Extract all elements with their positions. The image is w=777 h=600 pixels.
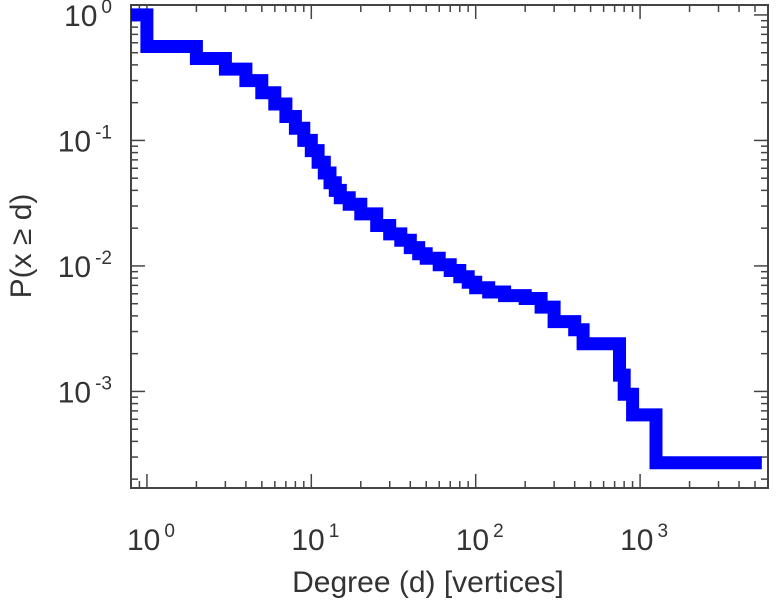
x-tick-label: 10 2 [456, 521, 504, 557]
axis-ticks [130, 5, 769, 488]
x-tick-label: 10 0 [127, 521, 175, 557]
x-tick-labels: 10 0 10 1 10 2 10 3 [127, 521, 668, 557]
x-tick-label: 10 3 [620, 521, 668, 557]
y-axis-title: P(x ≥ d) [5, 194, 38, 299]
y-tick-label: 10 -2 [58, 248, 112, 284]
series-line-ccdf [131, 8, 762, 470]
y-tick-label: 10 -1 [58, 122, 112, 158]
y-tick-label: 10 0 [64, 0, 112, 33]
plot-frame [130, 4, 769, 489]
x-axis-title: Degree (d) [vertices] [292, 566, 564, 599]
x-tick-label: 10 1 [291, 521, 339, 557]
y-tick-label: 10 -3 [58, 373, 112, 409]
